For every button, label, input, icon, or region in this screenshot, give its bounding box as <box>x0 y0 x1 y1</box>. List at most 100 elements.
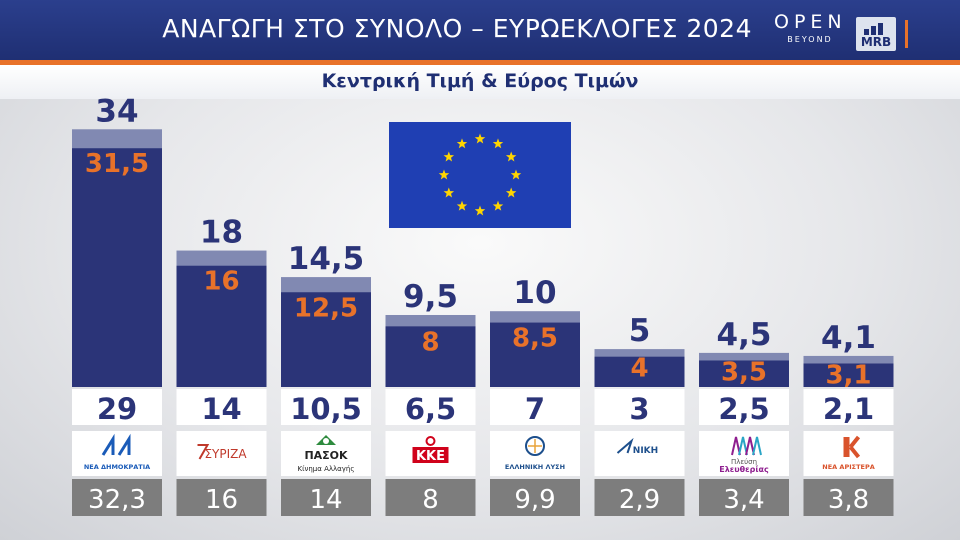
central-value-label: 12,5 <box>294 293 358 323</box>
previous-result-box <box>699 479 789 516</box>
high-value-label: 10 <box>513 275 556 311</box>
logo-divider <box>905 20 908 48</box>
low-value-box <box>803 389 894 425</box>
eu-flag-stars <box>438 133 522 216</box>
range-lower-bar <box>281 292 371 387</box>
eu-star-icon <box>492 138 504 149</box>
low-value-box <box>176 389 267 425</box>
high-value-label: 4,5 <box>717 317 772 353</box>
range-lower-bar <box>803 363 894 387</box>
eu-star-icon <box>438 169 450 180</box>
high-value-label: 5 <box>629 313 651 349</box>
eu-star-icon <box>474 205 486 216</box>
range-lower-bar <box>699 360 789 387</box>
central-value-label: 3,1 <box>825 361 871 391</box>
previous-result-label: 9,9 <box>514 485 555 515</box>
previous-result-label: 14 <box>309 485 342 515</box>
low-value-label: 14 <box>201 392 241 426</box>
low-value-box <box>699 389 789 425</box>
eu-star-icon <box>505 187 517 198</box>
open-logo-subtext: BEYOND <box>787 35 833 44</box>
party-logo-text: ΣΥΡΙΖΑ <box>204 447 247 461</box>
party-logo-text: Πλεύση <box>731 458 757 466</box>
eu-star-icon <box>510 169 522 180</box>
high-value-label: 14,5 <box>288 241 365 277</box>
low-value-label: 7 <box>525 392 545 426</box>
open-logo-text: OPEN <box>774 11 847 33</box>
eu-star-icon <box>492 200 504 211</box>
central-value-label: 31,5 <box>85 149 149 179</box>
previous-result-box <box>176 479 267 516</box>
previous-result-box <box>281 479 371 516</box>
pasok-logo-icon <box>316 435 336 445</box>
party-logo-text: ΚΚΕ <box>416 449 445 464</box>
nea-aristera-logo-icon <box>843 435 861 459</box>
syriza-logo-icon <box>197 444 210 460</box>
kke-logo-icon <box>412 436 449 463</box>
nd-logo-icon <box>101 433 131 456</box>
range-lower-bar <box>490 322 580 387</box>
party-logo-text: ΝΕΑ ΔΗΜΟΚΡΑΤΙΑ <box>84 463 150 471</box>
low-value-box <box>281 389 371 425</box>
central-value-label: 16 <box>203 267 239 297</box>
high-value-label: 18 <box>200 215 243 251</box>
previous-result-box <box>803 479 894 516</box>
plefsi-logo-icon <box>731 436 762 456</box>
subtitle-band <box>0 65 960 99</box>
party-logo-subtext: Ελευθερίας <box>719 464 769 474</box>
party-logo-text: ΠΑΣΟΚ <box>304 449 348 462</box>
eu-star-icon <box>474 133 486 144</box>
low-value-label: 3 <box>629 392 649 426</box>
high-value-label: 4,1 <box>821 320 876 356</box>
party-logo-text: ΕΛΛΗΝΙΚΗ ΛΥΣΗ <box>505 463 565 471</box>
party-logo-tile <box>72 431 162 476</box>
range-lower-bar <box>385 326 476 387</box>
party-logo-text: ΝΙΚΗ <box>633 446 658 456</box>
previous-result-label: 32,3 <box>88 485 146 515</box>
central-value-label: 8 <box>421 327 439 357</box>
central-value-label: 3,5 <box>721 357 767 387</box>
eu-star-icon <box>456 200 468 211</box>
open-beyond-logo: OPEN BEYOND <box>774 11 846 55</box>
party-logo-tile <box>594 431 685 476</box>
eu-star-icon <box>505 151 517 162</box>
previous-result-label: 2,9 <box>619 485 660 515</box>
mrb-logo: MRB <box>856 17 896 51</box>
eu-star-icon <box>443 187 455 198</box>
party-logo-tile <box>490 431 580 476</box>
mrb-logo-text: MRB <box>860 35 892 49</box>
party-logo-subtext: Κίνημα Αλλαγής <box>298 465 355 473</box>
niki-logo-icon <box>616 437 634 454</box>
eu-star-icon <box>456 138 468 149</box>
range-lower-bar <box>176 265 267 387</box>
page-title: ΑΝΑΓΩΓΗ ΣΤΟ ΣΥΝΟΛΟ – ΕΥΡΩΕΚΛΟΓΕΣ 2024 <box>162 14 752 43</box>
high-value-label: 9,5 <box>403 279 458 315</box>
low-value-box <box>594 389 685 425</box>
chart-subtitle: Κεντρική Τιμή & Εύρος Τιμών <box>321 70 639 92</box>
previous-result-label: 3,4 <box>723 485 764 515</box>
range-lower-bar <box>594 356 685 387</box>
party-logo-tile <box>176 431 267 476</box>
elliniki-lysi-logo-icon <box>525 436 545 456</box>
mrb-bars-icon <box>864 23 883 35</box>
previous-result-label: 16 <box>205 485 238 515</box>
header-bar <box>0 0 960 60</box>
range-lower-bar <box>72 148 162 387</box>
low-value-label: 2,1 <box>823 392 874 426</box>
previous-result-box <box>385 479 476 516</box>
low-value-label: 29 <box>97 392 137 426</box>
header-accent-rule <box>0 60 960 65</box>
high-value-label: 34 <box>95 93 138 129</box>
party-logo-text: ΝΕΑ ΑΡΙΣΤΕΡΑ <box>822 463 875 471</box>
low-value-label: 2,5 <box>718 392 769 426</box>
central-value-label: 8,5 <box>512 324 558 354</box>
low-value-label: 10,5 <box>290 392 362 426</box>
eu-flag-icon <box>389 122 571 228</box>
previous-result-label: 3,8 <box>828 485 869 515</box>
low-value-box <box>490 389 580 425</box>
low-value-box <box>72 389 162 425</box>
low-value-label: 6,5 <box>405 392 456 426</box>
previous-result-box <box>72 479 162 516</box>
previous-result-label: 8 <box>422 485 439 515</box>
